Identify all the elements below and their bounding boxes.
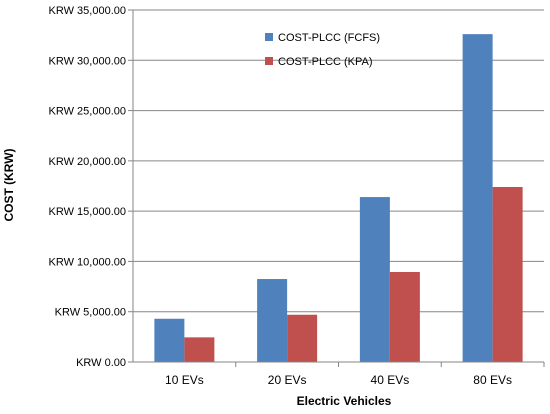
y-axis-title: COST (KRW)	[2, 148, 16, 221]
x-category-label: 40 EVs	[371, 373, 410, 387]
gridlines	[133, 9, 544, 313]
x-category-label: 80 EVs	[473, 373, 512, 387]
bar	[154, 318, 185, 362]
x-category-label: 10 EVs	[165, 373, 204, 387]
legend-swatch	[265, 33, 273, 41]
y-tick-label: KRW 35,000.00	[49, 5, 126, 17]
bar	[184, 337, 215, 362]
legend-label: COST-PLCC (KPA)	[278, 56, 373, 68]
bar	[359, 197, 390, 362]
legend: COST-PLCC (FCFS) COST-PLCC (KPA)	[265, 32, 380, 68]
y-tick-label: KRW 30,000.00	[49, 55, 126, 67]
y-tick-label: KRW 10,000.00	[49, 256, 126, 268]
y-tick-label: KRW 15,000.00	[49, 206, 126, 218]
bar	[492, 187, 523, 362]
x-axis-title: Electric Vehicles	[297, 394, 392, 408]
y-tick-label: KRW 25,000.00	[49, 106, 126, 118]
bars	[154, 34, 523, 362]
bar	[389, 271, 420, 362]
y-axis-ticks: KRW 0.00 KRW 5,000.00 KRW 10,000.00 KRW 15,…	[49, 5, 133, 369]
y-tick-label: KRW 5,000.00	[55, 307, 126, 319]
bar	[287, 314, 318, 362]
bar	[257, 279, 288, 362]
legend-label: COST-PLCC (FCFS)	[278, 32, 380, 44]
y-tick-label: KRW 0.00	[76, 357, 126, 369]
x-category-label: 20 EVs	[268, 373, 307, 387]
y-tick-label: KRW 20,000.00	[49, 156, 126, 168]
bar	[462, 34, 493, 362]
legend-swatch	[265, 57, 273, 65]
x-axis-categories: 10 EVs 20 EVs 40 EVs 80 EVs	[165, 362, 545, 387]
